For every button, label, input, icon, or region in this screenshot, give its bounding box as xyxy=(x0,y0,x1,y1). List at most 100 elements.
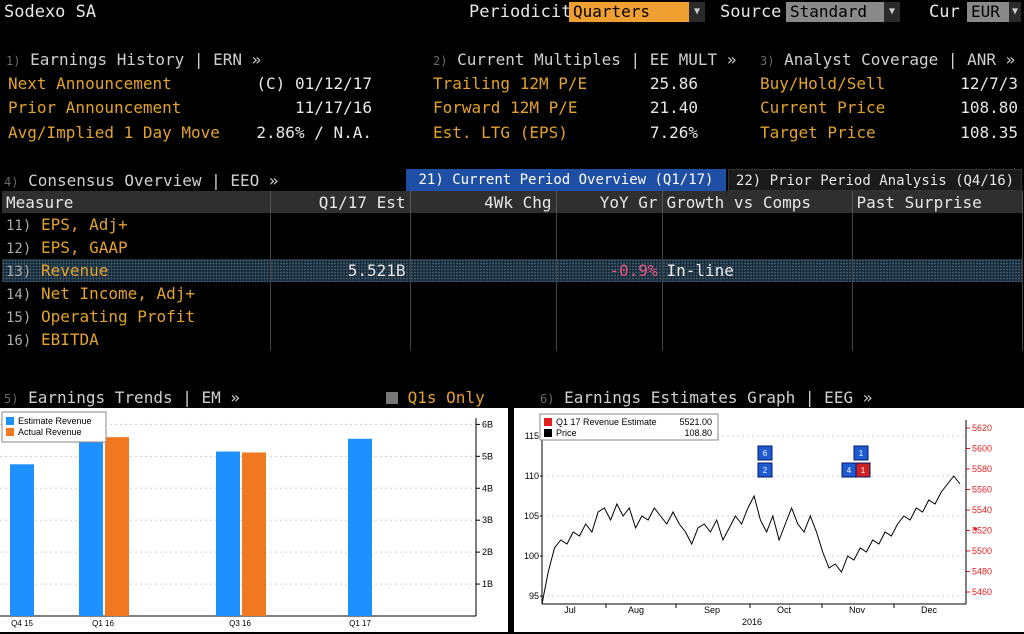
row-index: 16) xyxy=(6,333,32,349)
currency-dropdown[interactable]: EUR ▼ xyxy=(967,2,1021,22)
q1s-only-toggle[interactable]: Q1s Only xyxy=(386,388,485,407)
chevron-down-icon[interactable]: ▼ xyxy=(884,2,900,22)
next-announcement-label: Next Announcement xyxy=(8,74,172,93)
yoy-cell xyxy=(556,305,663,328)
bar-actual-revenue xyxy=(242,452,266,616)
section-number: 1) xyxy=(6,54,21,68)
right-tick-label: 5540 xyxy=(972,505,992,515)
yoy-cell xyxy=(556,213,663,236)
x-tick-label: Q4 15 xyxy=(11,619,33,628)
earnings-history-title[interactable]: 1) Earnings History | ERN » xyxy=(6,50,261,69)
tab-prior-period[interactable]: 22) Prior Period Analysis (Q4/16) xyxy=(728,169,1022,191)
analyst-coverage-title[interactable]: 3) Analyst Coverage | ANR » xyxy=(760,50,1015,69)
column-header-measure[interactable]: Measure xyxy=(2,191,271,213)
legend-box xyxy=(539,413,719,441)
trends-x-axis: Q4 15 Q1 16 Q3 16 Q1 17 xyxy=(11,619,371,628)
section-number: 5) xyxy=(4,392,19,406)
buy-hold-sell-label: Buy/Hold/Sell xyxy=(760,74,886,93)
measure-label: Net Income, Adj+ xyxy=(40,284,196,303)
row-index: 12) xyxy=(6,241,32,257)
measure-cell[interactable]: 11) EPS, Adj+ xyxy=(2,213,271,236)
x-tick-label: Aug xyxy=(628,605,644,615)
measure-cell[interactable]: 14) Net Income, Adj+ xyxy=(2,282,271,305)
yoy-cell xyxy=(556,282,663,305)
yoy-cell xyxy=(556,328,663,351)
measure-cell[interactable]: 12) EPS, GAAP xyxy=(2,236,271,259)
avg-move-label: Avg/Implied 1 Day Move xyxy=(8,123,220,142)
estimate-event-marker: 2 xyxy=(757,462,773,478)
chevron-down-icon[interactable]: ▼ xyxy=(689,2,705,22)
left-tick-label: 110 xyxy=(525,471,539,481)
forward-pe-value: 21.40 xyxy=(649,98,698,117)
legend-box xyxy=(1,411,107,443)
estimate-marker xyxy=(974,528,977,530)
surprise-cell xyxy=(852,305,1023,328)
table-row[interactable]: 12) EPS, GAAP xyxy=(2,236,1023,259)
source-label: Source xyxy=(720,2,782,22)
est-cell xyxy=(270,328,411,351)
chg-cell xyxy=(410,282,557,305)
checkbox-icon[interactable] xyxy=(386,392,398,404)
table-row[interactable]: 14) Net Income, Adj+ xyxy=(2,282,1023,305)
legend-swatch xyxy=(6,428,14,436)
legend-label: Estimate Revenue xyxy=(18,416,92,426)
earnings-graph-title[interactable]: 6) Earnings Estimates Graph | EEG » xyxy=(540,388,872,407)
measure-label: EPS, Adj+ xyxy=(40,215,128,234)
consensus-overview-title[interactable]: 4) Consensus Overview | EEO » xyxy=(4,171,279,190)
eeg-left-axis: 95 100 105 110 115 xyxy=(524,420,543,604)
periodicity-dropdown[interactable]: Quarters ▼ xyxy=(569,2,705,22)
target-price-value: 108.35 xyxy=(960,123,1018,142)
section-number: 6) xyxy=(540,392,555,406)
section-number: 2) xyxy=(433,54,448,68)
section-title-text: Earnings Trends | EM » xyxy=(28,388,241,407)
growth-cell xyxy=(662,328,853,351)
x-year-label: 2016 xyxy=(742,617,762,627)
current-price-label: Current Price xyxy=(760,98,886,117)
table-row[interactable]: 15) Operating Profit xyxy=(2,305,1023,328)
column-header-est[interactable]: Q1/17 Est xyxy=(270,191,411,213)
section-number: 4) xyxy=(4,175,19,189)
eeg-event-markers: 6 2 14 1 xyxy=(757,445,871,478)
y-tick-label: 4B xyxy=(482,483,493,493)
y-tick-label: 6B xyxy=(482,419,493,429)
chg-cell xyxy=(410,328,557,351)
measure-cell[interactable]: 15) Operating Profit xyxy=(2,305,271,328)
ltg-label: Est. LTG (EPS) xyxy=(433,123,568,142)
row-index: 11) xyxy=(6,218,32,234)
section-title-text: Earnings Estimates Graph | EEG » xyxy=(564,388,873,407)
surprise-cell xyxy=(852,236,1023,259)
measure-label: Revenue xyxy=(40,261,109,280)
surprise-cell xyxy=(852,259,1023,282)
column-header-surprise[interactable]: Past Surprise xyxy=(852,191,1023,213)
estimate-event-marker: 1 xyxy=(855,462,871,478)
growth-cell xyxy=(662,213,853,236)
periodicity-value: Quarters xyxy=(573,2,651,21)
source-dropdown[interactable]: Standard ▼ xyxy=(786,2,900,22)
trailing-pe-label: Trailing 12M P/E xyxy=(433,74,588,93)
current-multiples-title[interactable]: 2) Current Multiples | EE MULT » xyxy=(433,50,736,69)
tab-current-period[interactable]: 21) Current Period Overview (Q1/17) xyxy=(406,169,726,191)
marker-label: 2 xyxy=(763,466,768,475)
table-row[interactable]: 11) EPS, Adj+ xyxy=(2,213,1023,236)
prior-announcement-label: Prior Announcement xyxy=(8,98,182,117)
measure-cell[interactable]: 16) EBITDA xyxy=(2,328,271,351)
legend-label: Price xyxy=(556,428,577,438)
column-header-yoy[interactable]: YoY Gr xyxy=(556,191,663,213)
column-header-growth[interactable]: Growth vs Comps xyxy=(662,191,853,213)
column-header-4wk[interactable]: 4Wk Chg xyxy=(410,191,557,213)
growth-cell xyxy=(662,236,853,259)
chevron-down-icon[interactable]: ▼ xyxy=(1009,2,1021,22)
measure-cell[interactable]: 13) Revenue xyxy=(2,259,271,282)
x-tick-label: Nov xyxy=(849,605,866,615)
section-title-text: Earnings History | ERN » xyxy=(30,50,262,69)
table-row[interactable]: 16) EBITDA xyxy=(2,328,1023,351)
eeg-x-axis: Jul Aug Sep Oct Nov Dec 2016 xyxy=(564,604,937,627)
x-tick-label: Sep xyxy=(704,605,720,615)
table-row-selected[interactable]: 13) Revenue 5.521B -0.9% In-line xyxy=(2,259,1023,282)
row-index: 13) xyxy=(6,264,32,280)
eeg-right-axis: 5460 5480 5500 5520 5540 5560 5580 5600 5620 xyxy=(965,420,992,604)
section-title-text: Analyst Coverage | ANR » xyxy=(784,50,1016,69)
earnings-trends-title[interactable]: 5) Earnings Trends | EM » xyxy=(4,388,240,407)
security-title: Sodexo SA xyxy=(4,2,97,22)
